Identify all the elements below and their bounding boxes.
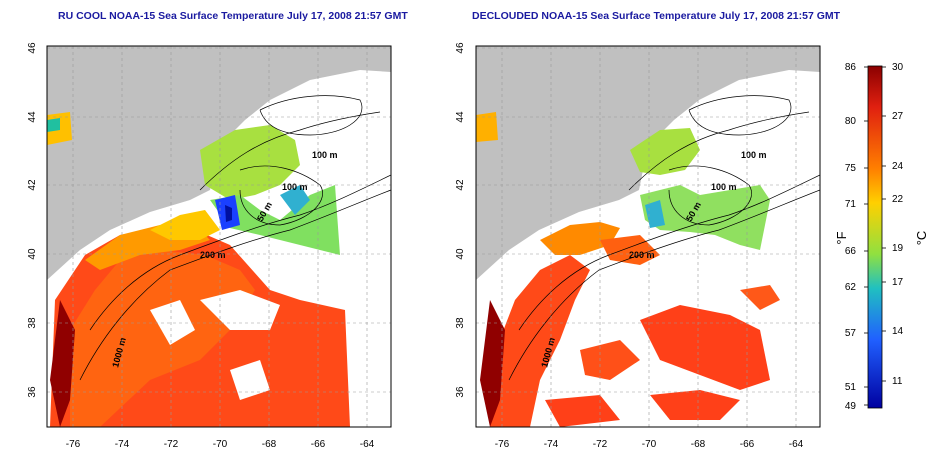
map-right-sst-cool xyxy=(630,128,700,175)
colorbar-c-30: 30 xyxy=(892,62,904,73)
panel-title-right: DECLOUDED NOAA-15 Sea Surface Temperatur… xyxy=(472,10,841,22)
colorbar-f-51: 51 xyxy=(845,382,857,393)
lon-tick-r-70: -70 xyxy=(642,439,657,450)
panel-title-left: RU COOL NOAA-15 Sea Surface Temperature … xyxy=(58,10,408,22)
colorbar-f-66: 66 xyxy=(845,246,857,257)
map-right: 100 m 100 m 50 m 200 m 1000 m xyxy=(476,46,820,427)
colorbar-c-22: 22 xyxy=(892,194,904,205)
contour-label-r1: 100 m xyxy=(741,150,767,160)
contour-label-l4: 200 m xyxy=(200,250,226,260)
lat-tick-l-44: 44 xyxy=(27,111,38,123)
lon-tick-l-68: -68 xyxy=(262,439,277,450)
lat-tick-l-38: 38 xyxy=(27,317,38,329)
colorbar-c-27: 27 xyxy=(892,111,904,122)
lon-tick-r-74: -74 xyxy=(544,439,559,450)
lat-tick-r-38: 38 xyxy=(455,317,466,329)
lon-tick-r-72: -72 xyxy=(593,439,608,450)
colorbar xyxy=(867,65,883,409)
lon-tick-l-66: -66 xyxy=(311,439,326,450)
contour-label-r2: 100 m xyxy=(711,182,737,192)
colorbar-f-57: 57 xyxy=(845,328,857,339)
colorbar-ticks xyxy=(864,66,886,406)
lon-tick-l-74: -74 xyxy=(115,439,130,450)
lon-tick-l-70: -70 xyxy=(213,439,228,450)
map-left-sst-cool xyxy=(200,125,300,200)
map-right-sst-warm xyxy=(490,255,590,427)
colorbar-f-49: 49 xyxy=(845,401,857,412)
colorbar-c-17: 17 xyxy=(892,277,904,288)
lat-tick-r-40: 40 xyxy=(455,248,466,260)
colorbar-c-14: 14 xyxy=(892,326,904,337)
contour-label-r4: 200 m xyxy=(629,250,655,260)
colorbar-c-24: 24 xyxy=(892,161,904,172)
lon-tick-r-76: -76 xyxy=(495,439,510,450)
colorbar-f-80: 80 xyxy=(845,116,857,127)
colorbar-f-75: 75 xyxy=(845,163,857,174)
colorbar-f-label: °F xyxy=(834,231,849,244)
lat-tick-l-36: 36 xyxy=(27,386,38,398)
lat-tick-r-36: 36 xyxy=(455,386,466,398)
lon-tick-r-66: -66 xyxy=(740,439,755,450)
lat-tick-l-40: 40 xyxy=(27,248,38,260)
colorbar-c-11: 11 xyxy=(892,376,903,387)
contour-label-l1: 100 m xyxy=(312,150,338,160)
lon-tick-l-72: -72 xyxy=(164,439,179,450)
lat-tick-r-44: 44 xyxy=(455,111,466,123)
colorbar-c-label: °C xyxy=(914,231,929,246)
contour-label-l2: 100 m xyxy=(282,182,308,192)
lat-tick-r-46: 46 xyxy=(455,42,466,54)
colorbar-c-19: 19 xyxy=(892,243,904,254)
lon-tick-l-64: -64 xyxy=(360,439,375,450)
lat-tick-l-42: 42 xyxy=(27,179,38,191)
colorbar-f-62: 62 xyxy=(845,282,857,293)
lat-tick-l-46: 46 xyxy=(27,42,38,54)
colorbar-f-86: 86 xyxy=(845,62,857,73)
colorbar-f-71: 71 xyxy=(845,199,857,210)
lon-tick-r-64: -64 xyxy=(789,439,804,450)
lon-tick-r-68: -68 xyxy=(691,439,706,450)
lon-tick-l-76: -76 xyxy=(66,439,81,450)
lat-tick-r-42: 42 xyxy=(455,179,466,191)
